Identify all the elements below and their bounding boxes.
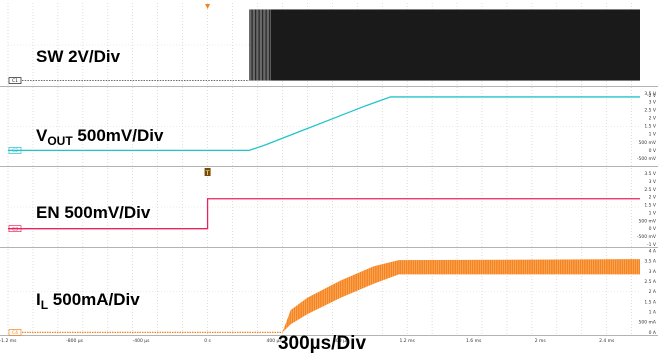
x-tick-label: 400 µs: [266, 338, 282, 344]
y-tick-label: 3 A: [649, 269, 657, 275]
y-tick-label: -1 V: [647, 242, 657, 248]
y-tick-label: 2 V: [649, 115, 657, 121]
y-tick-label: 500 mA: [639, 320, 657, 326]
y-tick-label: 1 V: [649, 132, 657, 138]
channel-tag-label: C1: [12, 78, 18, 84]
waveform-c3: [8, 198, 640, 230]
y-tick-label: 1.5 A: [644, 299, 657, 305]
channel-label-subscript: OUT: [47, 134, 73, 148]
y-tick-label: 500 mV: [639, 140, 657, 146]
y-tick-label: 2 V: [649, 195, 657, 201]
y-tick-label: 500 mV: [639, 218, 657, 224]
channel-label-c1: SW 2V/Div: [36, 47, 121, 66]
y-tick-label: 1 V: [649, 210, 657, 216]
channel-label-main: EN 500mV/Div: [36, 203, 151, 222]
y-tick-label: 2 A: [649, 289, 657, 295]
y-tick-label: 0 V: [649, 148, 657, 154]
y-tick-label: 3.5 V: [644, 171, 657, 177]
y-tick-label: 0 V: [649, 226, 657, 232]
channel-label-scale: 500mV/Div: [73, 126, 164, 145]
x-axis-label: 300µs/Div: [278, 333, 366, 354]
switching-edges: [248, 9, 271, 81]
x-axis: -1.2 ms -800 µs -400 µs 0 s 400 µs 800 µs 1.2 …: [0, 338, 615, 344]
trigger-level-marker: [204, 168, 211, 176]
channel-label-main: I: [36, 290, 41, 309]
y-tick-label: 2.5 V: [644, 187, 657, 193]
x-tick-label: 2 ms: [535, 338, 547, 344]
y-tick-label: 4 A: [649, 249, 657, 255]
y-tick-label: 1.5 V: [644, 203, 657, 209]
x-tick-label: 0 s: [204, 338, 211, 344]
x-tick-label: 1.6 ms: [466, 338, 482, 344]
y-tick-label: 2.5 A: [644, 279, 657, 285]
trigger-marker-text: T: [205, 170, 210, 177]
y-tick-label: -500 mV: [637, 234, 657, 240]
channel-label-main: V: [36, 126, 48, 145]
x-tick-label: -400 µs: [133, 338, 151, 344]
y-tick-label: 1 A: [649, 310, 657, 316]
channel-label-scale: 500mA/Div: [48, 290, 140, 309]
waveform-c1-switching: [249, 9, 640, 81]
x-tick-label: -800 µs: [66, 338, 84, 344]
y-tick-label: 0 A: [649, 330, 657, 336]
y-tick-label: 3.5 A: [644, 259, 657, 265]
y-tick-label: 1.5 V: [644, 124, 657, 130]
channel-label-c2: VOUT 500mV/Div: [36, 126, 164, 148]
y-tick-label: 3.5 V: [644, 91, 657, 97]
x-tick-label: -1.2 ms: [0, 338, 17, 344]
x-tick-label: 2.4 ms: [599, 338, 615, 344]
y-tick-label: -500 mV: [637, 156, 657, 162]
waveform-c2: [8, 96, 640, 152]
y-tick-label: 3 V: [649, 99, 657, 105]
channel-label-subscript: L: [41, 298, 48, 312]
channel-tag-label: C4: [12, 330, 18, 336]
waveform-c4-envelope: [8, 259, 640, 333]
channel-labels: SW 2V/Div VOUT 500mV/Div EN 500mV/Div IL 50…: [36, 47, 164, 312]
y-tick-label: 2.5 V: [644, 107, 657, 113]
channel-label-c4: IL 500mA/Div: [36, 290, 140, 312]
ripple-lines: [284, 259, 640, 331]
channel-tag: [8, 77, 22, 84]
trigger-position-marker: [205, 4, 211, 9]
y-tick-label: 3 V: [649, 179, 657, 185]
x-tick-label: 800 µs: [333, 338, 349, 344]
channel-label-c3: EN 500mV/Div: [36, 203, 151, 222]
y-tick-label: -2 V: [647, 93, 657, 99]
channel-label-main: SW 2V/Div: [36, 47, 121, 66]
x-tick-label: 1.2 ms: [399, 338, 415, 344]
channel-tag: [8, 329, 22, 336]
